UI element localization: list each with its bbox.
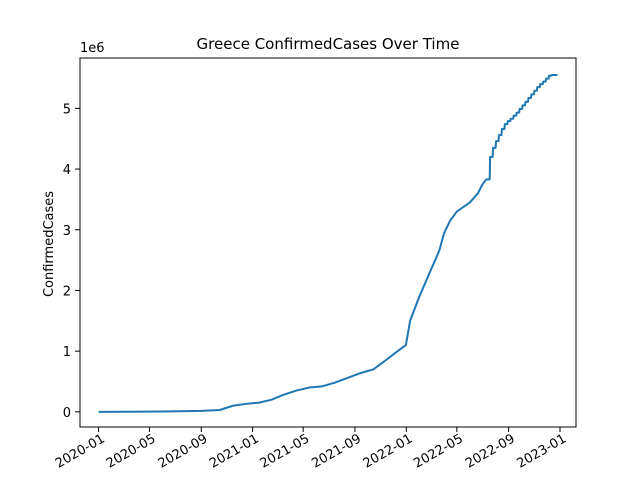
x-tick-label: 2022-01 (361, 431, 416, 471)
x-tick-label: 2022-09 (463, 431, 518, 471)
x-tick-label: 2023-01 (514, 431, 569, 471)
y-tick-label: 3 (63, 224, 71, 239)
y-tick-label: 4 (63, 163, 71, 178)
x-tick-label: 2020-05 (104, 431, 159, 471)
y-tick-label: 1 (63, 345, 71, 360)
plot-frame (79, 57, 577, 428)
x-tick-label: 2020-01 (53, 431, 108, 471)
x-tick-label: 2021-01 (207, 431, 262, 471)
x-tick-label: 2021-09 (309, 431, 364, 471)
chart-title: Greece ConfirmedCases Over Time (197, 35, 460, 53)
x-axis: 2020-012020-052020-092021-012021-052021-… (53, 427, 569, 472)
y-scale-label: 1e6 (80, 41, 105, 56)
y-tick-label: 0 (63, 406, 71, 421)
y-axis-label: ConfirmedCases (42, 191, 57, 297)
y-tick-label: 2 (63, 284, 71, 299)
x-tick-label: 2022-05 (411, 431, 466, 471)
y-axis: 0 1 2 3 4 5 (63, 102, 80, 421)
series-line-0 (98, 73, 558, 413)
y-tick-label: 5 (63, 102, 71, 117)
x-tick-label: 2021-05 (258, 431, 313, 471)
plot-area (98, 73, 558, 413)
x-tick-label: 2020-09 (156, 431, 211, 471)
